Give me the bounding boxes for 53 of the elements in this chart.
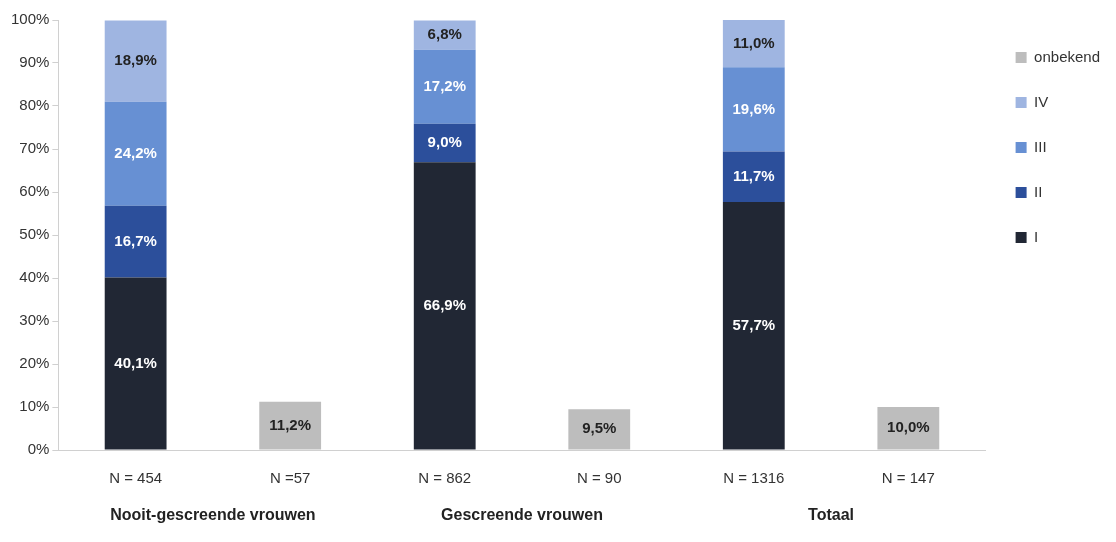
y-tick-label: 70% xyxy=(19,139,50,157)
data-label: 66,9% xyxy=(423,296,466,314)
bar xyxy=(568,409,631,450)
bar xyxy=(413,49,476,124)
data-label: 18,9% xyxy=(114,51,157,69)
data-label: 16,7% xyxy=(114,231,157,249)
legend-label: onbekend xyxy=(1034,47,1101,65)
text: Gescreende vrouwen xyxy=(441,506,603,524)
data-label: 19,6% xyxy=(732,99,776,117)
bar xyxy=(104,277,167,450)
x-tick-label: N = 1316 xyxy=(723,469,785,487)
data-label: 9,0% xyxy=(427,133,462,151)
y-tick-label: 50% xyxy=(19,225,50,243)
y-tick-label: 10% xyxy=(19,397,50,415)
y-tick-label: 60% xyxy=(19,182,50,200)
bar xyxy=(259,401,322,450)
x-tick-label: N =57 xyxy=(269,469,311,487)
x-tick-label: N = 454 xyxy=(109,469,163,487)
data-label: 6,8% xyxy=(427,25,462,43)
bar xyxy=(722,151,785,202)
y-tick-label: 20% xyxy=(19,354,50,372)
bar xyxy=(104,20,167,102)
bar xyxy=(722,201,785,450)
x-tick-label: N = 862 xyxy=(418,469,472,487)
legend-label: II xyxy=(1034,182,1043,200)
y-tick-label: 0% xyxy=(27,440,50,458)
y-tick-label: 40% xyxy=(19,268,50,286)
data-label: 11,2% xyxy=(269,415,312,433)
bar xyxy=(104,101,167,206)
legend-label: I xyxy=(1034,227,1039,245)
data-label: 9,5% xyxy=(582,419,617,437)
x-tick-label: N = 90 xyxy=(576,469,622,487)
text: Totaal xyxy=(808,506,855,524)
bar xyxy=(104,205,167,278)
data-label: 10,0% xyxy=(887,418,930,436)
data-label: 40,1% xyxy=(114,353,157,371)
data-label: 57,7% xyxy=(732,315,776,333)
bar xyxy=(722,20,785,68)
bar xyxy=(722,67,785,152)
bar xyxy=(877,407,940,450)
x-tick-label: N = 147 xyxy=(881,469,935,487)
data-label: 11,0% xyxy=(732,33,775,51)
y-tick-label: 30% xyxy=(19,311,50,329)
legend-label: III xyxy=(1034,137,1047,155)
data-label: 17,2% xyxy=(423,76,466,94)
text: Nooit-gescreende vrouwen xyxy=(110,506,316,524)
data-label: 24,2% xyxy=(114,143,157,161)
y-tick-label: 80% xyxy=(19,96,50,114)
y-tick-label: 90% xyxy=(19,53,50,71)
legend-label: IV xyxy=(1034,92,1049,110)
bar xyxy=(413,162,476,450)
y-tick-label: 100% xyxy=(10,10,50,28)
data-label: 11,7% xyxy=(732,166,775,184)
